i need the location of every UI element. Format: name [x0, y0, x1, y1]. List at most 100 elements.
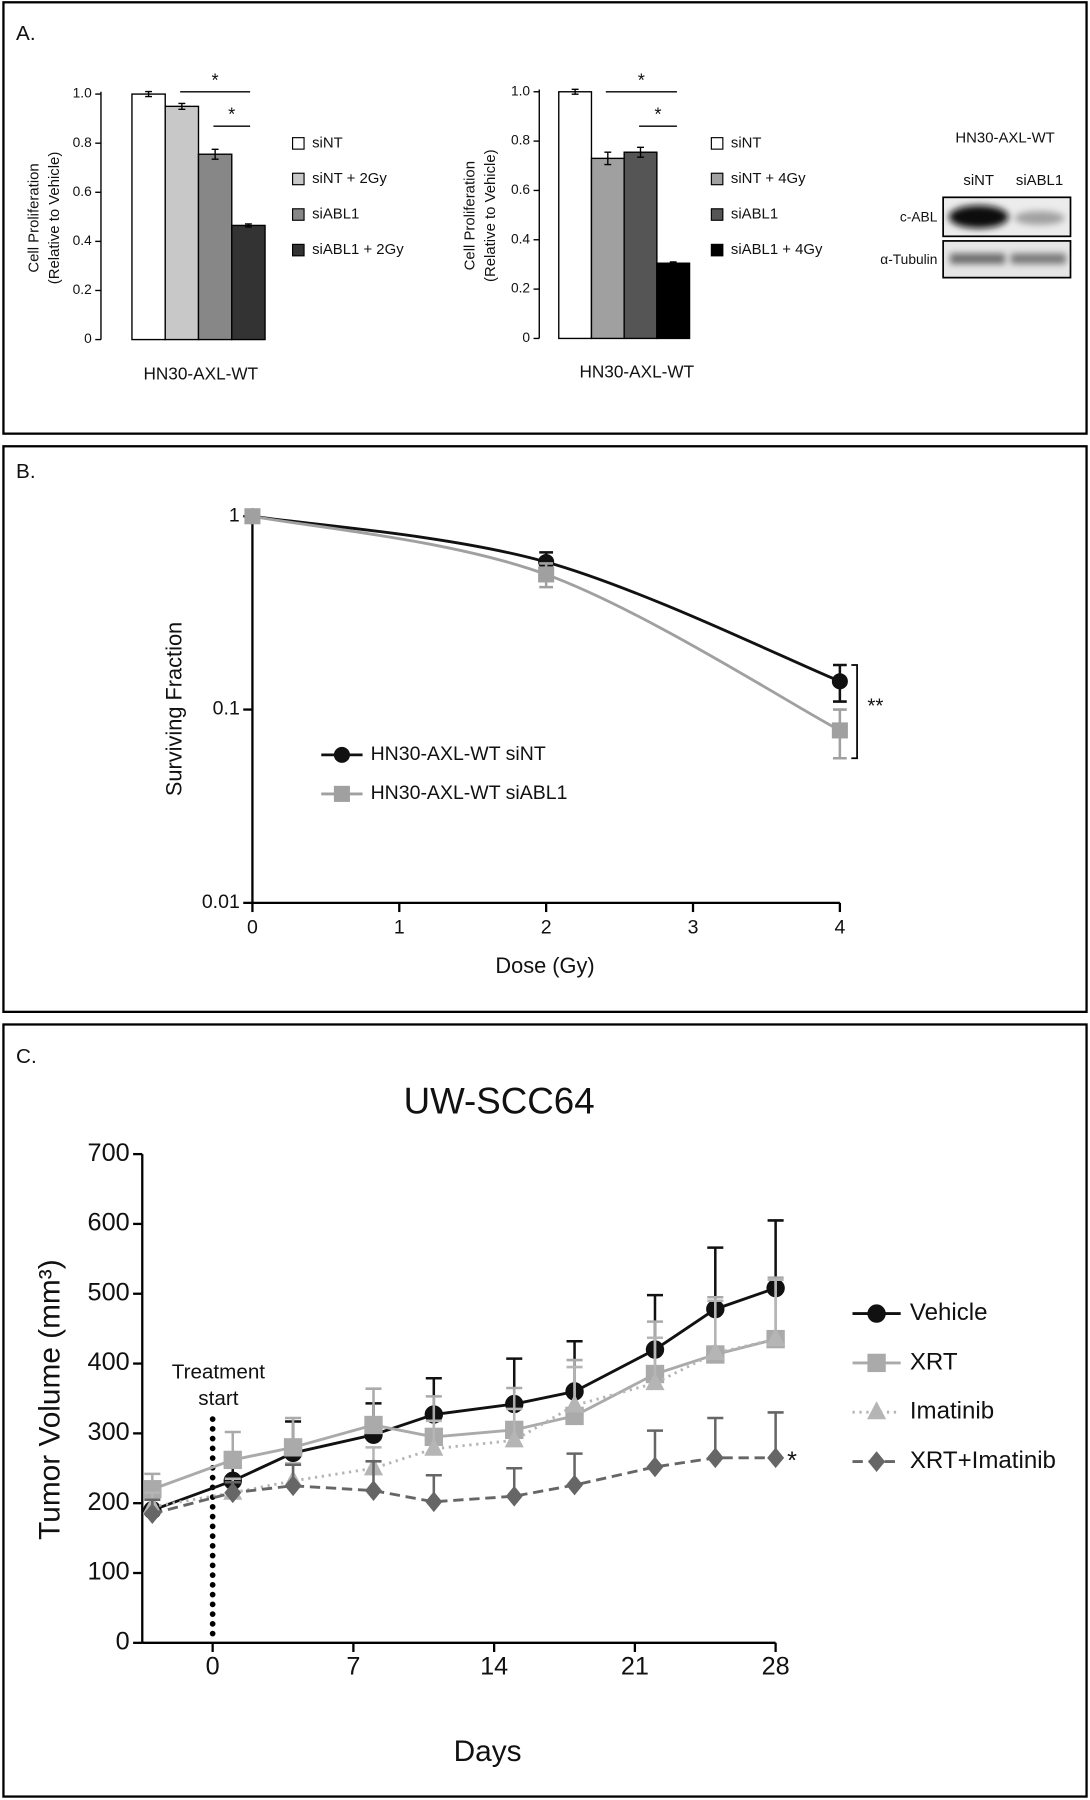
legend-label: XRT+Imatinib	[910, 1447, 1056, 1474]
legend-label: siABL1 + 2Gy	[312, 242, 404, 258]
legend-swatch	[710, 137, 724, 150]
marker	[505, 1485, 523, 1507]
legend-marker	[868, 1451, 886, 1472]
y-tick-label: 0.8	[511, 133, 530, 148]
panel-frame	[2, 1023, 1088, 1798]
marker	[767, 1447, 785, 1469]
legend-marker	[867, 1401, 887, 1420]
legend-swatch	[292, 137, 305, 150]
error-bar	[211, 148, 219, 160]
significance-bracket	[851, 664, 858, 760]
blot-title: HN30-AXL-WT	[955, 131, 1054, 147]
marker	[538, 566, 555, 583]
x-tick-label: 28	[762, 1653, 790, 1681]
y-tick-label: 0.6	[511, 182, 530, 197]
significance-label: *	[228, 104, 235, 125]
y-axis-label: Cell Proliferation	[462, 161, 478, 270]
x-tick-label: 0	[247, 916, 258, 938]
legend-swatch	[292, 243, 305, 257]
bar	[623, 151, 658, 340]
x-tick-label: 21	[621, 1653, 649, 1681]
x-axis-label: HN30-AXL-WT	[143, 364, 258, 384]
marker	[364, 1415, 383, 1435]
bar	[131, 93, 166, 341]
y-tick-label: 0.4	[511, 231, 530, 246]
marker	[766, 1328, 786, 1347]
bar	[164, 105, 200, 341]
marker	[365, 1480, 382, 1501]
marker	[244, 508, 261, 525]
error-bar	[669, 261, 677, 266]
marker	[425, 1491, 443, 1513]
legend-label: HN30-AXL-WT siNT	[371, 743, 546, 765]
significance-label: *	[654, 104, 661, 125]
series-line	[252, 514, 841, 732]
y-tick-label: 0	[116, 1628, 130, 1656]
error-bar	[145, 90, 153, 98]
y-tick-label: 0	[84, 331, 92, 346]
legend-label: Vehicle	[910, 1299, 988, 1326]
legend-label: siNT + 4Gy	[731, 171, 806, 187]
blot-lane: siNT	[963, 173, 994, 189]
legend-swatch	[710, 208, 724, 221]
y-tick-label: 500	[88, 1278, 130, 1306]
bar	[656, 262, 691, 340]
marker	[706, 1447, 724, 1469]
bar	[231, 224, 266, 341]
blot-row: α-Tubulin	[880, 252, 937, 267]
y-axis-label: Cell Proliferation	[26, 163, 42, 272]
y-axis-label: Surviving Fraction	[161, 622, 186, 796]
legend-marker	[333, 785, 350, 802]
series-line	[151, 1456, 776, 1516]
series-line	[151, 1337, 776, 1491]
y-tick-label: 0.1	[213, 698, 240, 720]
marker	[645, 1371, 665, 1391]
chart-title: UW-SCC64	[404, 1080, 595, 1121]
x-tick-label: 2	[541, 916, 552, 938]
legend-label: HN30-AXL-WT siABL1	[371, 782, 568, 804]
panel-label: A.	[16, 22, 36, 45]
series-line	[152, 1337, 776, 1509]
series-line	[252, 514, 841, 683]
y-tick-label: 0.8	[73, 135, 92, 150]
x-axis-label: Dose (Gy)	[495, 953, 594, 978]
x-axis-label: HN30-AXL-WT	[579, 361, 694, 381]
marker	[223, 1450, 242, 1470]
y-tick-label: 0.2	[511, 281, 530, 296]
error-bar	[244, 223, 252, 228]
legend-swatch	[710, 172, 724, 186]
bar	[197, 153, 233, 341]
bar	[590, 157, 625, 340]
legend-label: siNT + 2Gy	[312, 171, 387, 187]
legend-marker	[867, 1304, 886, 1323]
significance-label: *	[787, 1447, 797, 1475]
y-tick-label: 1	[229, 504, 240, 526]
y-axis-label: (Relative to Vehicle)	[483, 149, 499, 282]
panel-frame	[2, 1, 1088, 435]
y-tick-label: 1.0	[511, 83, 530, 98]
marker	[143, 1503, 161, 1525]
y-tick-label: 200	[88, 1488, 130, 1516]
marker	[831, 722, 848, 739]
legend-label: siNT	[312, 135, 343, 151]
legend-marker	[333, 746, 350, 763]
y-axis-label: (Relative to Vehicle)	[47, 152, 63, 285]
blot-row: c-ABL	[900, 210, 938, 225]
bar	[558, 91, 593, 340]
y-tick-label: 0.6	[73, 184, 92, 199]
y-tick-label: 700	[88, 1139, 130, 1167]
y-axis-label: Tumor Volume (mm³)	[34, 1259, 67, 1539]
significance-label: *	[212, 69, 219, 90]
significance-label: *	[638, 69, 645, 90]
blot-band	[1014, 211, 1065, 225]
marker	[504, 1429, 524, 1448]
x-tick-label: 1	[394, 916, 405, 938]
legend-label: Imatinib	[910, 1398, 994, 1425]
error-bar	[571, 88, 579, 95]
marker	[284, 1475, 302, 1497]
error-bar	[178, 102, 186, 110]
x-tick-label: 0	[206, 1653, 220, 1681]
significance-label: **	[867, 694, 883, 717]
y-tick-label: 100	[88, 1558, 130, 1586]
blot-lane: siABL1	[1016, 173, 1063, 189]
